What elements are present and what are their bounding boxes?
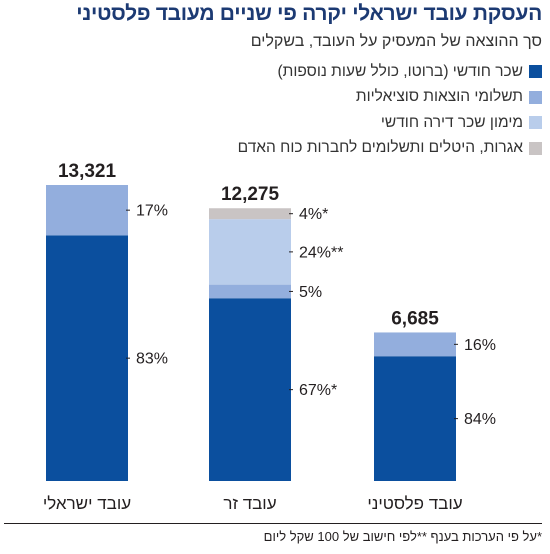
legend-swatch — [529, 90, 542, 104]
legend-item: תשלומי הוצאות סוציאליות — [182, 85, 542, 111]
legend-label: שכר חודשי (ברוטו, כולל שעות נוספות) — [277, 62, 523, 80]
segment-percent-label: 83% — [136, 351, 168, 368]
legend: שכר חודשי (ברוטו, כולל שעות נוספות) תשלו… — [182, 59, 542, 161]
bar-segment — [209, 219, 291, 285]
segment-percent-label: 5% — [299, 284, 322, 301]
segment-percent-label: 84% — [464, 411, 496, 428]
category-label: עובד פלסטיני — [367, 494, 462, 513]
bar-segment — [209, 298, 291, 481]
segment-percent-label: 17% — [136, 203, 168, 220]
segment-percent-label: 4%* — [299, 206, 328, 223]
legend-swatch — [529, 116, 542, 130]
bar-segment — [46, 185, 128, 236]
legend-item: שכר חודשי (ברוטו, כולל שעות נוספות) — [182, 59, 542, 85]
footnote: *על פי הערכות בענף **לפי חישוב של 100 שק… — [263, 529, 542, 544]
bar-total-label: 13,321 — [58, 161, 117, 182]
legend-item: מימון שכר דירה חודשי — [182, 110, 542, 136]
segment-percent-label: 16% — [464, 337, 496, 354]
bar-segment — [209, 284, 291, 299]
legend-swatch — [529, 65, 542, 79]
footnote-divider — [4, 523, 542, 524]
segment-percent-label: 67%* — [299, 382, 337, 399]
bar-segment — [209, 208, 291, 220]
bar-total-label: 12,275 — [221, 184, 280, 205]
segment-percent-label: 24%** — [299, 244, 343, 261]
bar-segment — [374, 356, 456, 481]
category-label: עובד זר — [223, 494, 276, 513]
category-label: עובד ישראלי — [43, 494, 131, 513]
chart-subtitle: סך ההוצאה של המעסיק על העובד, בשקלים — [250, 33, 542, 50]
chart-title: העסקת עובד ישראלי יקרה פי שניים מעובד פל… — [76, 2, 542, 25]
bar-segment — [46, 235, 128, 481]
legend-label: אגרות, היטלים ותשלומים לחברות כוח האדם — [237, 139, 523, 157]
bar-segment — [374, 332, 456, 357]
legend-item: אגרות, היטלים ותשלומים לחברות כוח האדם — [182, 136, 542, 162]
legend-swatch — [529, 141, 542, 155]
legend-label: תשלומי הוצאות סוציאליות — [355, 88, 523, 106]
legend-label: מימון שכר דירה חודשי — [380, 113, 523, 131]
bar-total-label: 6,685 — [391, 308, 439, 329]
